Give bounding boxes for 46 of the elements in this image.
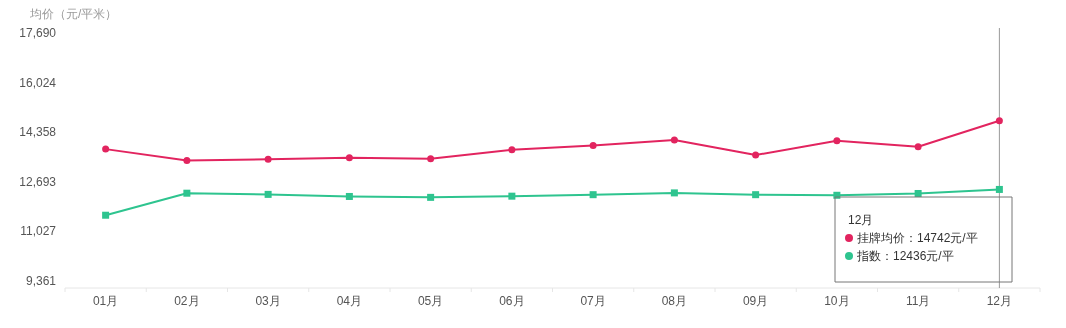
point — [345, 192, 353, 200]
x-tick-label: 12月 — [986, 294, 1013, 308]
x-tick-label: 06月 — [499, 294, 525, 308]
y-tick-label: 9,361 — [25, 274, 57, 288]
y-tick-label: 12,693 — [19, 174, 57, 189]
point — [427, 155, 435, 163]
point — [670, 136, 678, 144]
point — [995, 117, 1003, 125]
x-tick-label: 04月 — [336, 294, 363, 308]
x-tick-label: 01月 — [92, 294, 119, 308]
point — [183, 156, 191, 164]
legend-label: 指数 — [856, 249, 881, 263]
y-tick-label: 14,358 — [19, 125, 57, 140]
point — [508, 146, 516, 154]
point — [589, 191, 597, 199]
x-tick-label: 11月 — [905, 294, 931, 308]
point — [752, 151, 760, 159]
point — [914, 143, 922, 151]
point — [508, 192, 516, 200]
x-tick-label: 03月 — [255, 294, 281, 308]
point — [183, 189, 191, 197]
point — [102, 211, 110, 219]
y-tick-label: 16,024 — [19, 75, 57, 90]
x-tick-label: 09月 — [742, 294, 769, 308]
x-tick-label: 10月 — [824, 294, 850, 308]
point — [264, 155, 272, 163]
point — [102, 145, 110, 153]
point — [752, 191, 760, 199]
point — [427, 193, 435, 201]
x-tick-label: 05月 — [417, 294, 444, 308]
y-tick-label: 11,027 — [20, 224, 57, 239]
annotation: ：12436元/平 — [881, 249, 954, 263]
x-tick-label: 07月 — [580, 294, 606, 308]
point — [995, 185, 1003, 193]
y-axis-title: 均价（元/平米） — [29, 7, 118, 21]
point — [345, 154, 353, 162]
point — [264, 190, 272, 198]
legend-label: 挂牌均价 — [857, 231, 905, 245]
y-tick-label: 17,690 — [19, 26, 57, 40]
x-tick-label: 08月 — [661, 294, 688, 308]
point — [833, 137, 841, 145]
x-tick-label: 02月 — [174, 294, 200, 308]
point — [589, 142, 597, 150]
annotation: ：14742元/平 — [905, 231, 978, 245]
point — [670, 189, 678, 197]
annotation: 12月 — [848, 213, 874, 227]
